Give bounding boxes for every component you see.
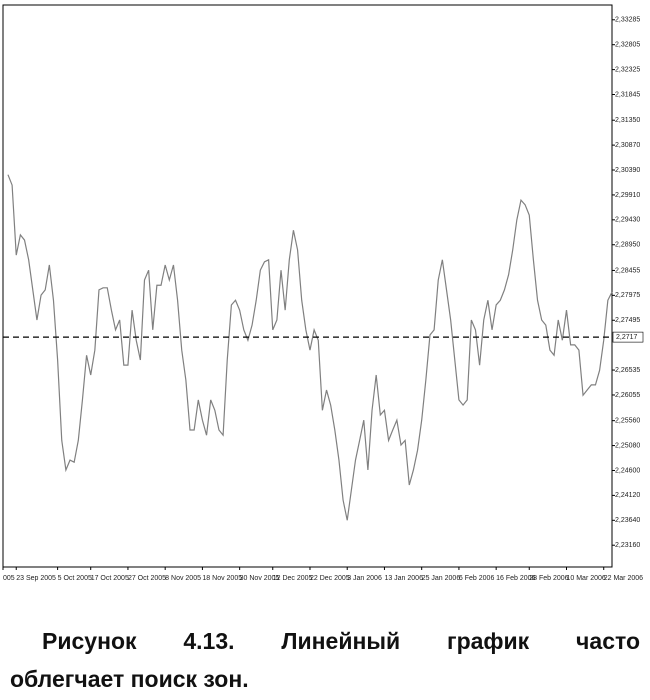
chart: 2,33285 2,32805 2,32325 2,31845 2,31350 2,308…	[2, 4, 644, 582]
x-tick-label: 12 Dec 2005	[273, 575, 313, 582]
price-line	[7, 174, 613, 521]
y-tick-label: 2,27495	[615, 317, 640, 324]
x-tick-label: 3 Jan 2006	[347, 575, 382, 582]
y-tick-label: 2,25560	[615, 418, 640, 425]
x-tick-label: 8 Nov 2005	[165, 575, 201, 582]
plot-frame	[2, 4, 613, 568]
price-box	[612, 331, 644, 343]
y-tick-label: 2,30870	[615, 142, 640, 149]
x-tick-label: 25 Jan 2006	[422, 575, 461, 582]
y-tick-label: 2,23640	[615, 517, 640, 524]
x-tick-label: 17 Oct 2005	[91, 575, 129, 582]
y-tick-label: 2,29430	[615, 217, 640, 224]
x-tick-label: 005	[3, 575, 15, 582]
y-tick-label: 2,32325	[615, 66, 640, 73]
x-tick-label: 30 Nov 2005	[240, 575, 280, 582]
x-tick-label: 6 Feb 2006	[459, 575, 495, 582]
y-tick-label: 2,24600	[615, 467, 640, 474]
x-tick-label: 10 Mar 2006	[566, 575, 605, 582]
x-tick-label: 28 Feb 2006	[529, 575, 568, 582]
y-tick-label: 2,26535	[615, 367, 640, 374]
caption-line: Рисунок 4.13. Линейный график часто	[42, 628, 640, 654]
y-tick-label: 2,33285	[615, 17, 640, 24]
y-tick-label: 2,31845	[615, 91, 640, 98]
y-tick-label: 2,29910	[615, 192, 640, 199]
price-label: 2,2717	[616, 334, 638, 341]
x-tick-label: 18 Nov 2005	[202, 575, 242, 582]
y-tick-label: 2,23160	[615, 542, 640, 549]
x-tick-label: 27 Oct 2005	[128, 575, 166, 582]
y-tick-label: 2,24120	[615, 492, 640, 499]
y-tick-label: 2,28950	[615, 242, 640, 249]
y-tick-label: 2,31350	[615, 117, 640, 124]
x-tick-label: 22 Mar 2006	[604, 575, 643, 582]
y-tick-label: 2,27975	[615, 292, 640, 299]
caption: Рисунок 4.13. Линейный график часто обле…	[10, 622, 640, 698]
y-tick-label: 2,25080	[615, 442, 640, 449]
x-tick-label: 16 Feb 2006	[496, 575, 535, 582]
y-tick-label: 2,32805	[615, 42, 640, 49]
x-tick-label: 5 Oct 2005	[58, 575, 92, 582]
y-tick-label: 2,28455	[615, 267, 640, 274]
y-tick-label: 2,30390	[615, 167, 640, 174]
x-tick-label: 13 Jan 2006	[384, 575, 423, 582]
caption-line: облегчает поиск зон.	[10, 666, 249, 692]
y-tick-label: 2,26055	[615, 392, 640, 399]
x-tick-label: 22 Dec 2005	[310, 575, 350, 582]
x-tick-label: 23 Sep 2005	[16, 575, 56, 582]
